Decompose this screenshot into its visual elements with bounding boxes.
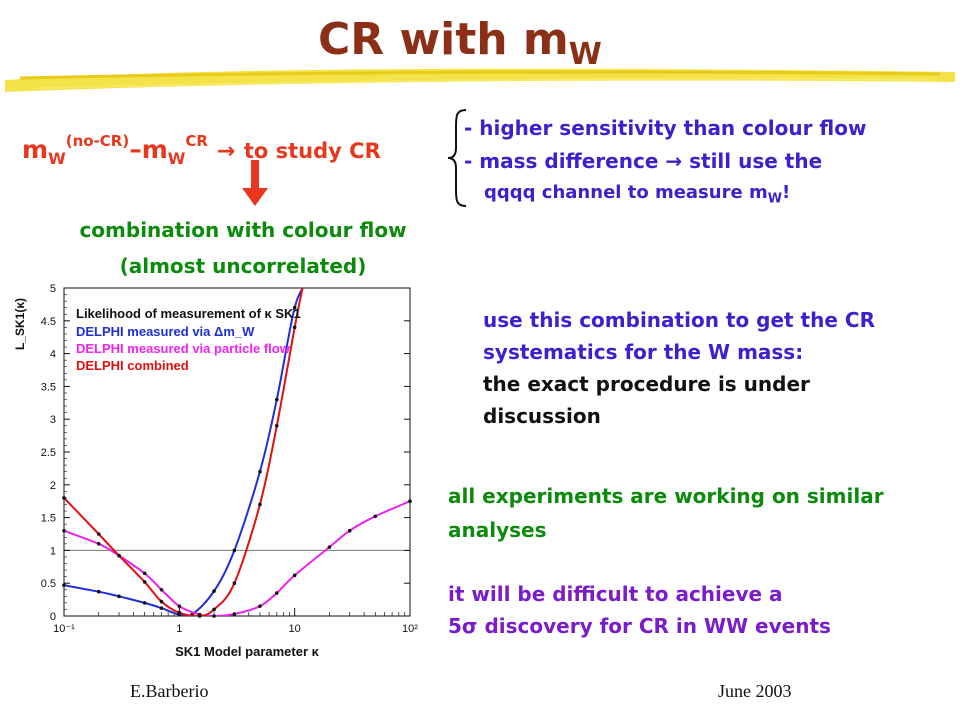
data-point <box>275 591 279 595</box>
note-blue-line1: use this combination to get the CR <box>483 308 875 332</box>
data-point <box>212 614 216 618</box>
x-axis-label: SK1 Model parameter κ <box>175 644 320 659</box>
y-tick-label: 3 <box>50 414 56 426</box>
x-tick-label: 10⁻¹ <box>53 623 75 635</box>
legend-entry-2: DELPHI combined <box>76 358 189 373</box>
footer-author: E.Barberio <box>130 681 209 701</box>
y-tick-label: 5 <box>50 283 56 295</box>
data-point <box>197 614 202 618</box>
data-point <box>96 532 101 536</box>
note-purple-line2: 5σ discovery for CR in WW events <box>448 614 831 638</box>
data-point <box>142 571 147 576</box>
legend-entry-0: DELPHI measured via Δm_W <box>76 324 255 339</box>
data-point <box>96 542 101 546</box>
y-tick-label: 0.5 <box>41 578 56 590</box>
bullet-qqqq-channel: qqqq channel to measure mW! <box>484 182 791 207</box>
data-point <box>62 496 66 500</box>
note-green-line2: analyses <box>448 518 547 542</box>
data-point <box>292 573 297 578</box>
data-point <box>258 502 262 507</box>
note-blue-line2: systematics for the W mass: <box>483 340 804 364</box>
data-point <box>275 423 279 428</box>
data-point <box>142 601 147 605</box>
y-tick-label: 2 <box>50 480 56 492</box>
data-point <box>275 397 279 402</box>
footer-date: June 2003 <box>718 681 792 701</box>
bullet-sensitivity: - higher sensitivity than colour flow <box>464 116 867 140</box>
bullet-mass-difference: - mass difference → still use the <box>464 149 823 173</box>
data-point <box>232 612 237 616</box>
data-point <box>347 528 352 533</box>
data-point <box>117 553 121 558</box>
data-point <box>117 594 121 599</box>
x-tick-label: 10 <box>289 623 301 635</box>
data-point <box>62 528 66 533</box>
data-point <box>159 606 164 610</box>
data-point <box>292 305 297 310</box>
y-tick-label: 4 <box>50 349 56 361</box>
curly-brace <box>447 109 467 207</box>
data-point <box>232 548 237 553</box>
data-point <box>177 610 182 615</box>
y-tick-label: 3.5 <box>41 381 56 393</box>
legend-heading: Likelihood of measurement of κ SK1 <box>76 306 301 321</box>
y-tick-label: 1 <box>50 545 56 557</box>
note-green-line1: all experiments are working on similar <box>448 484 884 508</box>
mass-difference-formula: mW(no-CR)–mWCR → to study CR <box>22 132 381 168</box>
data-point <box>212 589 216 593</box>
slide-title: CR with mW <box>318 14 602 72</box>
title-underline <box>5 68 955 92</box>
data-point <box>212 607 216 612</box>
data-point <box>159 587 164 592</box>
data-point <box>292 325 297 330</box>
data-point <box>408 499 412 503</box>
series-line-1 <box>64 500 410 616</box>
data-point <box>258 604 262 608</box>
data-point <box>177 604 182 608</box>
x-tick-label: 10² <box>402 623 418 635</box>
combination-line2: (almost uncorrelated) <box>119 254 367 278</box>
data-point <box>96 589 101 594</box>
data-point <box>142 580 147 584</box>
data-point <box>373 514 378 519</box>
legend-entry-1: DELPHI measured via particle flow <box>76 341 291 356</box>
data-point <box>232 581 237 585</box>
data-point <box>62 583 66 587</box>
data-point <box>159 599 164 604</box>
y-tick-label: 1.5 <box>41 513 56 525</box>
y-tick-label: 2.5 <box>41 447 56 459</box>
data-point <box>258 469 262 474</box>
note-black-line1: the exact procedure is under <box>483 372 810 396</box>
y-tick-label: 4.5 <box>41 316 56 328</box>
note-black-line2: discussion <box>483 404 601 428</box>
down-arrow-icon <box>242 160 268 206</box>
combination-line1: combination with colour flow <box>79 218 407 242</box>
x-tick-label: 1 <box>176 623 182 635</box>
note-purple-line1: it will be difficult to achieve a <box>448 582 783 606</box>
likelihood-chart: 0 0.5 1 1.5 2 2.5 3 3.5 4 4.5 5 10⁻¹ 1 10 10² SK1 Model… <box>13 283 418 659</box>
y-tick-label: 0 <box>50 611 56 623</box>
y-axis-label: L_SK1(κ) <box>13 298 27 350</box>
data-point <box>327 545 332 549</box>
